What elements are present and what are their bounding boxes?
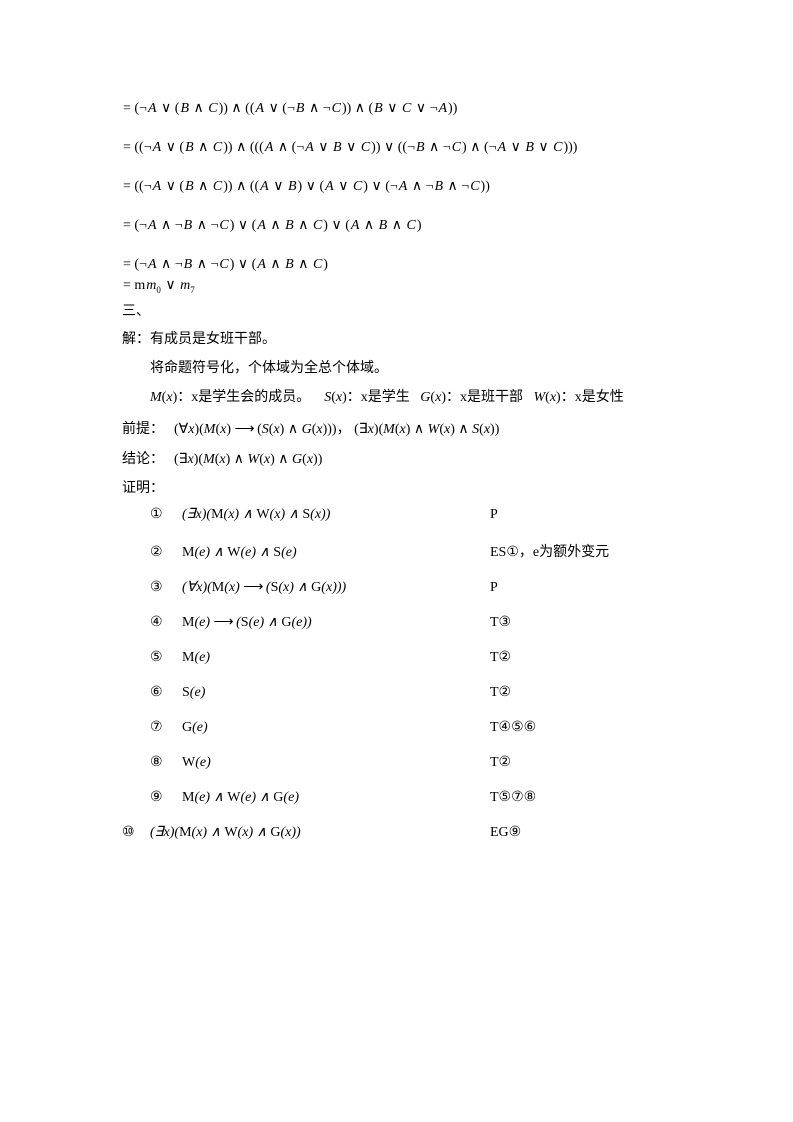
proof-step-2: ② M(e) ∧ W(e) ∧ S(e) ES①，e为额外变元 — [122, 541, 685, 561]
proof-step-10: ⑩ (∃x)(M(x) ∧ W(x) ∧ G(x)) EG⑨ — [122, 824, 685, 841]
proof-num: ① — [122, 506, 182, 523]
proof-just: ES①，e为额外变元 — [490, 541, 609, 561]
symbolize-line: 将命题符号化，个体域为全总个体域。 — [122, 358, 685, 380]
proof-label: 证明： — [122, 478, 685, 500]
equation-line-6: = mm0 ∨ m7 — [122, 277, 685, 295]
proof-just: T② — [490, 684, 511, 701]
predicate-definitions: M(x)：x是学生会的成员。 S(x)：x是学生 G(x)：x是班干部 W(x)… — [122, 386, 685, 406]
proof-step-6: ⑥ S(e) T② — [122, 684, 685, 701]
proof-step-3: ③ (∀x)(M(x) ⟶ (S(x) ∧ G(x))) P — [122, 579, 685, 596]
def-M: M(x)：x是学生会的成员。 — [150, 390, 310, 405]
equation-line-1: = (¬A ∨ (B ∧ C)) ∧ ((A ∨ (¬B ∧ ¬C)) ∧ (B… — [122, 100, 685, 117]
section-three: 三、 解：有成员是女班干部。 将命题符号化，个体域为全总个体域。 M(x)：x是… — [122, 301, 685, 842]
proof-num: ⑧ — [122, 754, 182, 771]
proof-num: ⑨ — [122, 789, 182, 806]
proof-just: T④⑤⑥ — [490, 719, 536, 736]
proof-num: ⑤ — [122, 649, 182, 666]
proof-step-9: ⑨ M(e) ∧ W(e) ∧ G(e) T⑤⑦⑧ — [122, 789, 685, 806]
section-heading: 三、 — [122, 301, 685, 323]
proof-just: T② — [490, 649, 511, 666]
answer-line: 解：有成员是女班干部。 — [122, 329, 685, 351]
equation-line-4: = (¬A ∧ ¬B ∧ ¬C) ∨ (A ∧ B ∧ C) ∨ (A ∧ B … — [122, 217, 685, 234]
proof-body: S(e) — [182, 685, 490, 701]
answer-label: 解： — [122, 332, 150, 347]
proof-body: M(e) ∧ W(e) ∧ G(e) — [182, 789, 490, 806]
proof-body: M(e) ∧ W(e) ∧ S(e) — [182, 544, 490, 561]
page-root: = (¬A ∨ (B ∧ C)) ∧ ((A ∨ (¬B ∧ ¬C)) ∧ (B… — [0, 0, 793, 1122]
equation-line-5: = (¬A ∧ ¬B ∧ ¬C) ∨ (A ∧ B ∧ C) — [122, 256, 685, 273]
proof-num: ⑦ — [122, 719, 182, 736]
proof-num: ② — [122, 544, 182, 561]
proof-just: P — [490, 507, 498, 523]
proof-just: P — [490, 580, 498, 596]
proof-num: ③ — [122, 579, 182, 596]
proof-num: ④ — [122, 614, 182, 631]
proof-just: T③ — [490, 614, 511, 631]
proof-num: ⑩ — [122, 824, 150, 841]
proof-just: EG⑨ — [490, 824, 521, 841]
eq6-sub7: 7 — [190, 285, 195, 295]
proof-body: (∃x)(M(x) ∧ W(x) ∧ G(x)) — [150, 824, 490, 841]
equation-line-3: = ((¬A ∨ (B ∧ C)) ∧ ((A ∨ B) ∨ (A ∨ C) ∨… — [122, 178, 685, 195]
conclusion-row: 结论： (∃x)(M(x) ∧ W(x) ∧ G(x)) — [122, 448, 685, 468]
proof-step-7: ⑦ G(e) T④⑤⑥ — [122, 719, 685, 736]
proof-num: ⑥ — [122, 684, 182, 701]
proof-step-1: ① (∃x)(M(x) ∧ W(x) ∧ S(x)) P — [122, 506, 685, 523]
premise-formula: (∀x)(M(x) ⟶ (S(x) ∧ G(x)))， (∃x)(M(x) ∧ … — [174, 418, 499, 438]
proof-body: W(e) — [182, 755, 490, 771]
proof-just: T② — [490, 754, 511, 771]
proof-body: (∃x)(M(x) ∧ W(x) ∧ S(x)) — [182, 506, 490, 523]
eq6-a: = m — [122, 278, 146, 293]
answer-text: 有成员是女班干部。 — [150, 332, 276, 347]
proof-just: T⑤⑦⑧ — [490, 789, 536, 806]
equation-line-2: = ((¬A ∨ (B ∧ C)) ∧ (((A ∧ (¬A ∨ B ∨ C))… — [122, 139, 685, 156]
proof-body: (∀x)(M(x) ⟶ (S(x) ∧ G(x))) — [182, 579, 490, 596]
proof-step-5: ⑤ M(e) T② — [122, 649, 685, 666]
proof-body: M(e) ⟶ (S(e) ∧ G(e)) — [182, 614, 490, 631]
proof-step-4: ④ M(e) ⟶ (S(e) ∧ G(e)) T③ — [122, 614, 685, 631]
premise-label: 前提： — [122, 418, 164, 438]
proof-body: G(e) — [182, 720, 490, 736]
def-W: W(x)：x是女性 — [533, 390, 623, 405]
conclusion-formula: (∃x)(M(x) ∧ W(x) ∧ G(x)) — [174, 451, 322, 468]
proof-body: M(e) — [182, 650, 490, 666]
def-G: G(x)：x是班干部 — [420, 390, 523, 405]
premise-row: 前提： (∀x)(M(x) ⟶ (S(x) ∧ G(x)))， (∃x)(M(x… — [122, 418, 685, 438]
def-S: S(x)：x是学生 — [324, 390, 410, 405]
proof-step-8: ⑧ W(e) T② — [122, 754, 685, 771]
conclusion-label: 结论： — [122, 448, 164, 468]
